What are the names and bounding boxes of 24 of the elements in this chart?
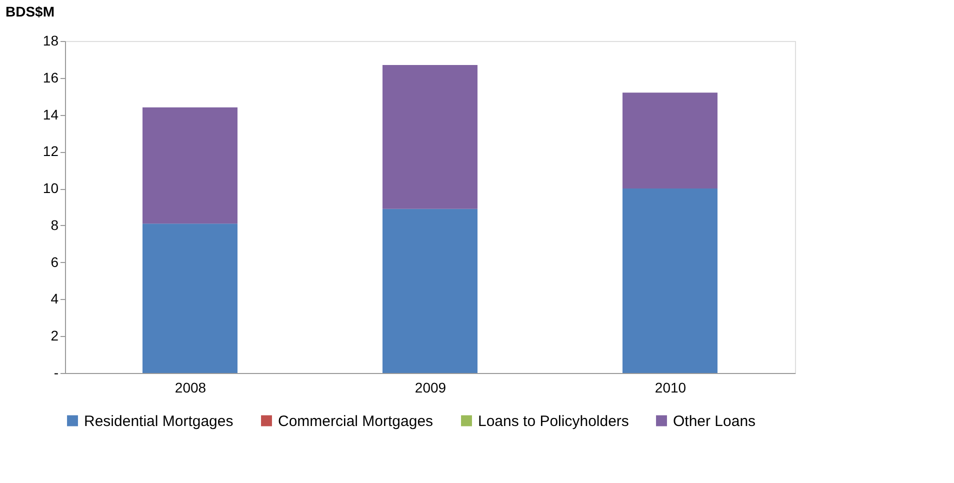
y-tick-label: 12 bbox=[42, 143, 59, 160]
legend-label: Commercial Mortgages bbox=[278, 412, 434, 430]
legend-label: Residential Mortgages bbox=[84, 412, 234, 430]
y-tick-label: 4 bbox=[50, 290, 59, 307]
bar bbox=[382, 64, 478, 209]
y-tick-label: 2 bbox=[50, 328, 59, 344]
y-axis-title: BDS$M bbox=[6, 4, 55, 20]
bar bbox=[142, 224, 238, 373]
x-tick-label: 2009 bbox=[414, 380, 446, 396]
x-tick-label: 2010 bbox=[654, 380, 686, 396]
bar bbox=[382, 208, 478, 373]
legend-label: Loans to Policyholders bbox=[478, 412, 629, 430]
y-tick-label: - bbox=[54, 364, 59, 380]
legend-label: Other Loans bbox=[673, 412, 756, 430]
bar bbox=[622, 92, 718, 189]
y-tick-label: 6 bbox=[50, 254, 59, 270]
y-tick-label: 18 bbox=[42, 32, 59, 48]
x-tick-label: 2008 bbox=[174, 380, 206, 396]
y-tick-label: 14 bbox=[42, 106, 59, 122]
bar bbox=[622, 188, 718, 373]
y-tick-label: 16 bbox=[42, 69, 59, 86]
bar bbox=[142, 107, 238, 224]
y-tick-label: 8 bbox=[50, 216, 59, 233]
y-tick-label: 10 bbox=[42, 180, 59, 196]
